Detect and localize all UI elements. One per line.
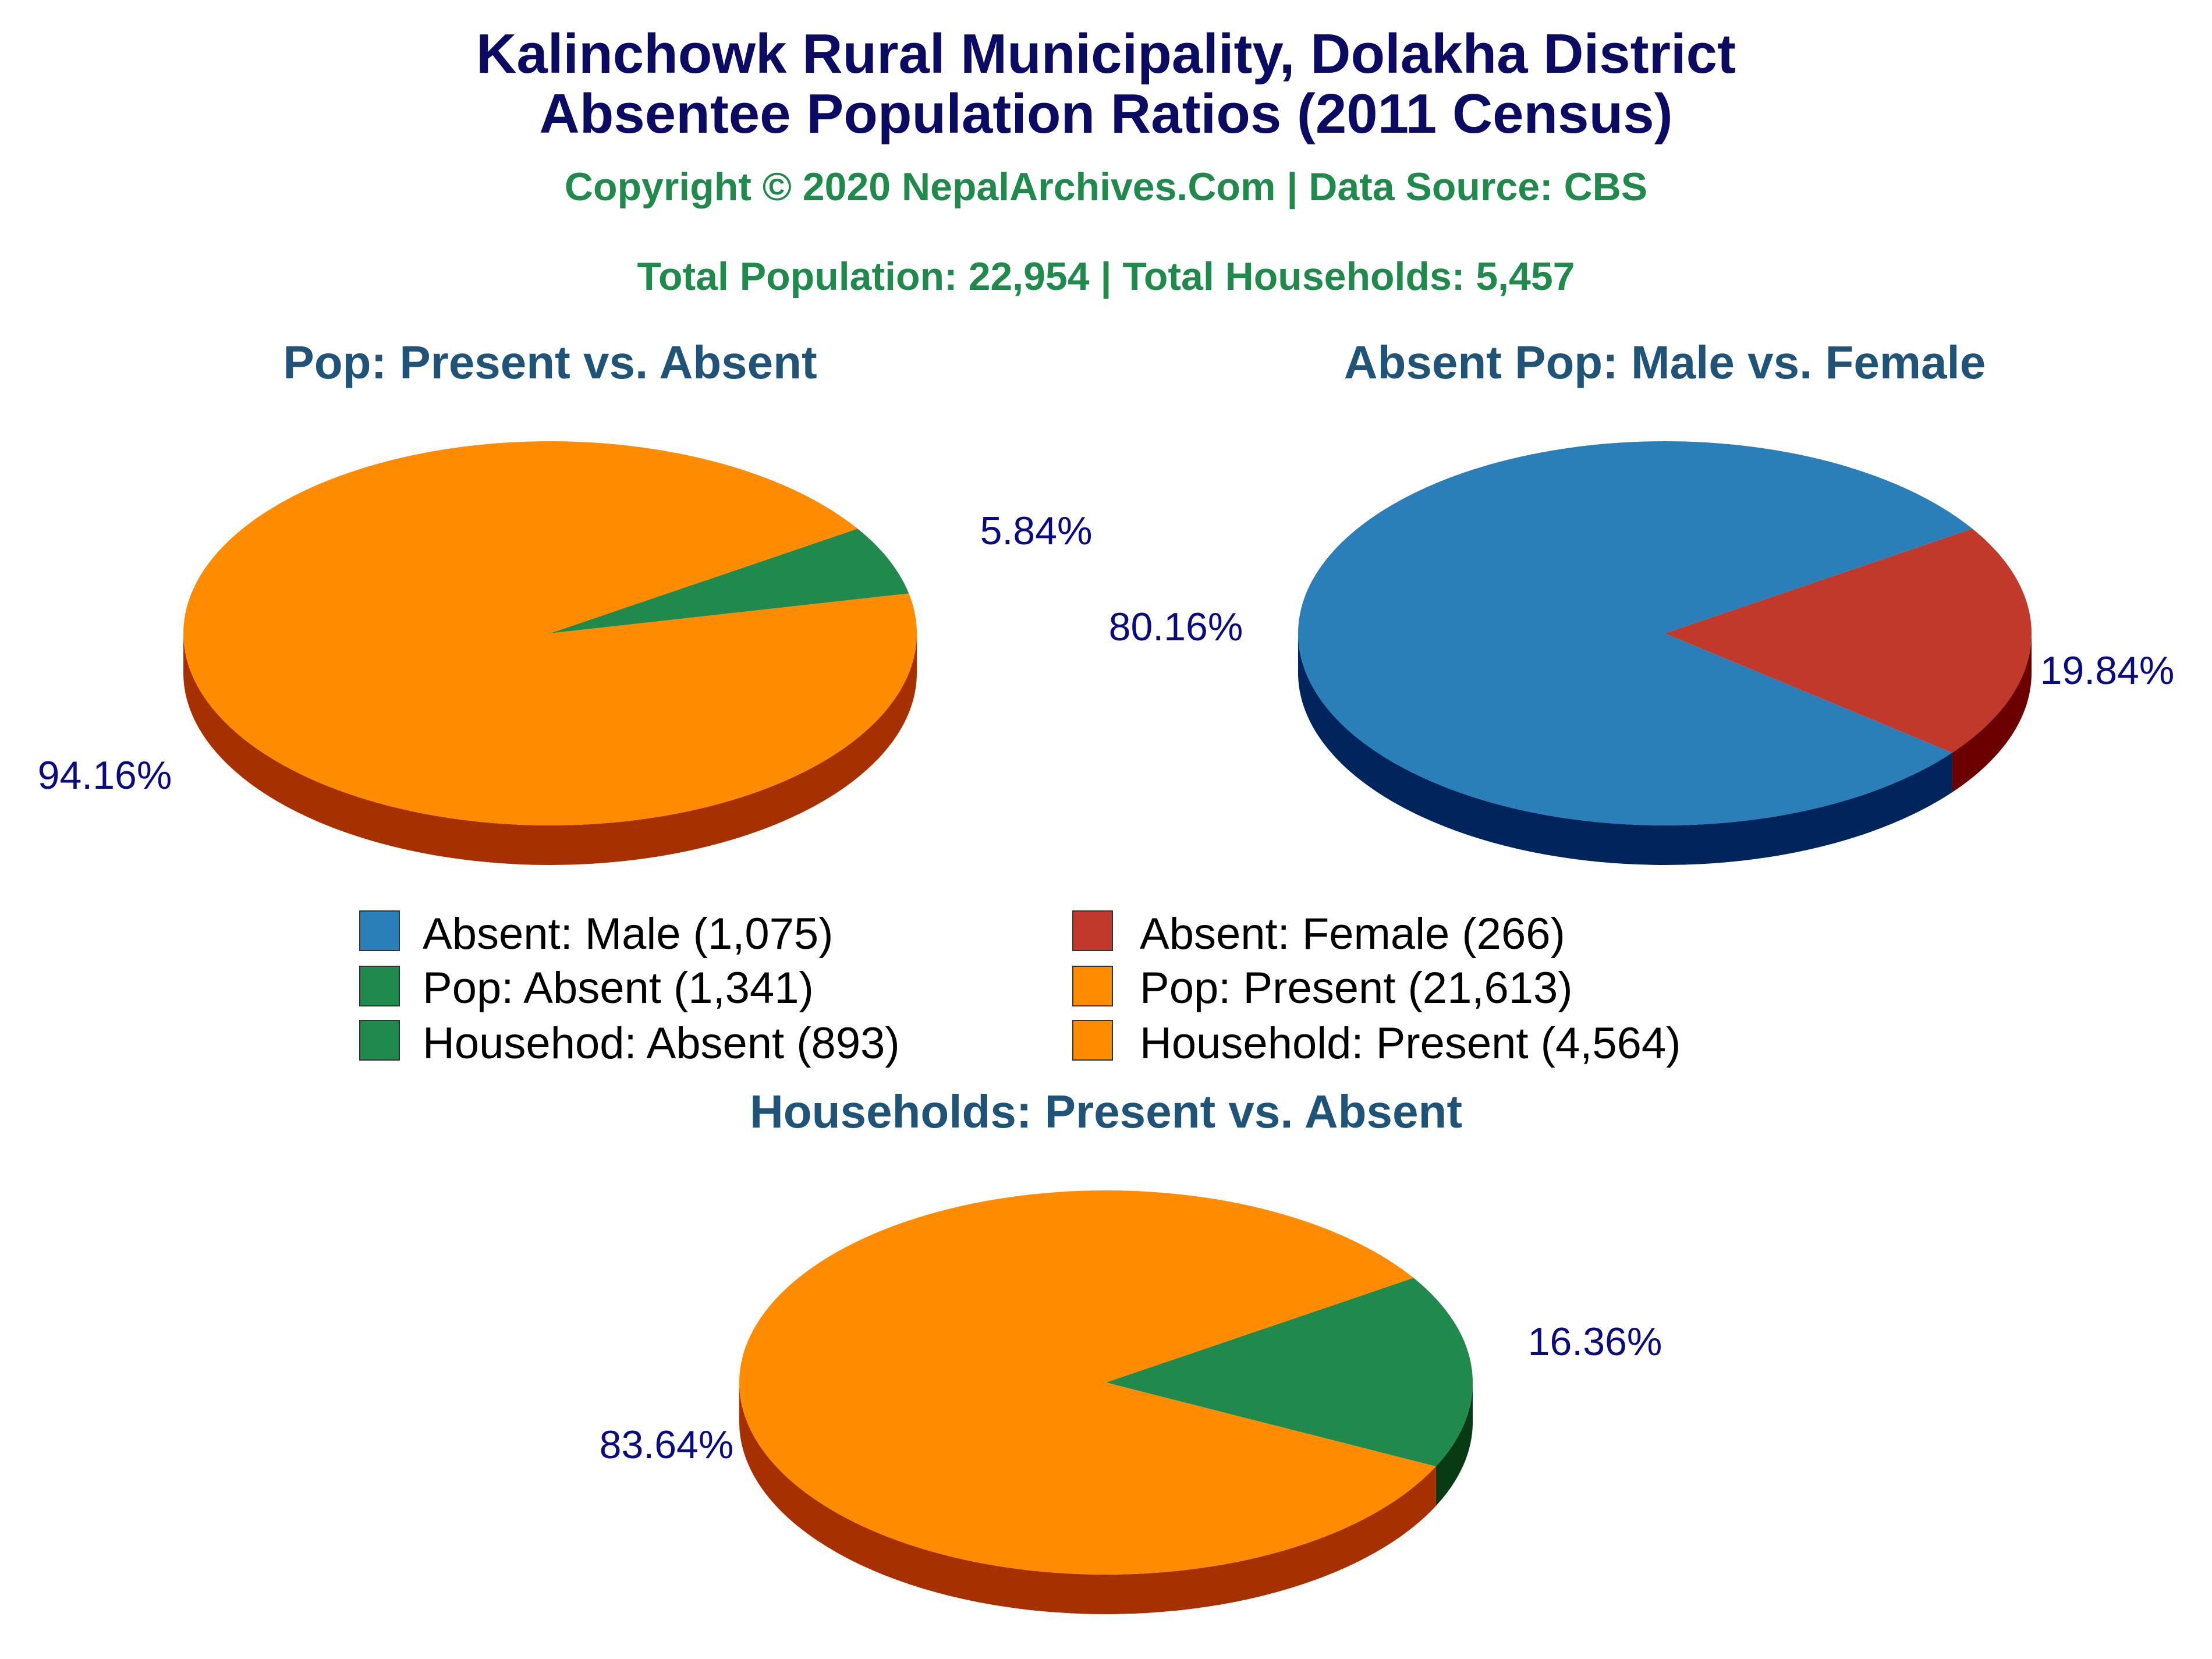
pie-label-pop-absent: 5.84% [980,509,1093,553]
pie-chart-population: Pop: Present vs. Absent 5.84% 94.16% [38,336,1093,865]
pie-slice-absent-male [1298,441,1973,825]
pie-label-absent-male: 80.16% [1109,605,1243,649]
legend-label-pop-absent: Pop: Absent (1,341) [423,963,814,1013]
pie-chart-absent-gender: Absent Pop: Male vs. Female 19.84% 80.16% [1109,336,2175,865]
pie-slice-pop-present [183,441,917,826]
legend-swatch-absent-female [1072,910,1113,951]
pie-side-absent-female [1952,633,2032,793]
chart-title-population: Pop: Present vs. Absent [283,336,817,388]
legend-swatch-pop-present [1072,966,1113,1006]
legend-label-pop-present: Pop: Present (21,613) [1140,963,1573,1013]
main-title-line1: Kalinchowk Rural Municipality, Dolakha D… [476,23,1736,85]
chart-title-households: Households: Present vs. Absent [750,1086,1462,1137]
pie-side-absent-male [1298,633,1952,865]
pie-slice-absent-female [1665,529,2032,753]
legend-label-absent-female: Absent: Female (266) [1140,909,1565,959]
main-title-line2: Absentee Population Ratios (2011 Census) [539,83,1672,145]
legend-label-household-present: Household: Present (4,564) [1140,1019,1681,1068]
pie-slice-pop-absent [550,529,909,633]
pie-label-absent-female: 19.84% [2040,648,2175,693]
legend-swatch-household-absent [359,1020,400,1061]
pie-label-househod-absent: 16.36% [1528,1320,1662,1364]
totals-text: Total Population: 22,954 | Total Househo… [637,254,1575,299]
legend-swatch-pop-absent [359,966,400,1006]
legend-swatch-absent-male [359,910,400,951]
legend-swatch-household-present [1072,1020,1113,1061]
pie-side-househod-absent [1435,1383,1473,1506]
legend-label-household-absent: Househod: Absent (893) [423,1019,900,1068]
pie-slice-househod-absent [1106,1278,1473,1467]
pie-label-pop-present: 94.16% [38,753,172,797]
copyright-text: Copyright © 2020 NepalArchives.Com | Dat… [565,165,1647,210]
chart-title-absent-gender: Absent Pop: Male vs. Female [1344,336,1986,388]
pie-label-household-present: 83.64% [600,1423,734,1467]
pie-side-pop-present [183,633,917,865]
legend: Absent: Male (1,075) Absent: Female (266… [359,909,1681,1068]
legend-label-absent-male: Absent: Male (1,075) [423,909,834,959]
pie-side-household-present [739,1383,1436,1614]
pie-chart-households: Households: Present vs. Absent 16.36% 83.… [600,1086,1662,1614]
pie-slice-household-present [739,1190,1436,1575]
